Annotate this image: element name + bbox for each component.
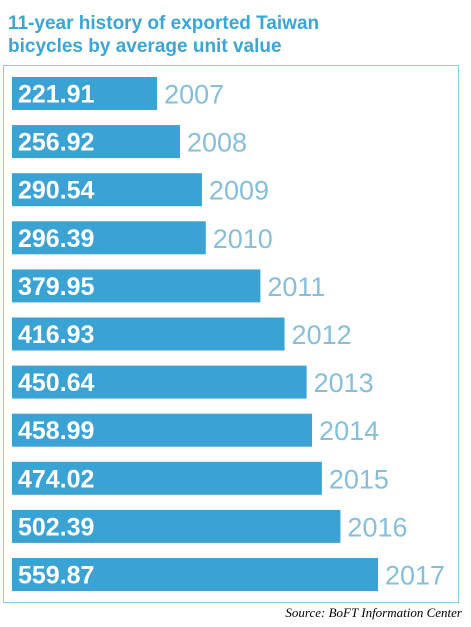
chart-frame xyxy=(3,65,459,603)
category-label: 2007 xyxy=(164,80,224,110)
category-label: 2017 xyxy=(385,561,445,591)
bar-value-label: 256.92 xyxy=(18,129,94,157)
bar-value-label: 221.91 xyxy=(18,81,95,109)
bar-value-label: 296.39 xyxy=(18,225,94,253)
chart-title: 11-year history of exported Taiwan bicyc… xyxy=(8,13,320,57)
bar-value-label: 290.54 xyxy=(18,177,95,205)
bar-2012 xyxy=(12,317,285,351)
bar-value-label: 458.99 xyxy=(18,417,94,445)
category-label: 2010 xyxy=(213,224,273,254)
bar-value-label: 450.64 xyxy=(18,369,95,397)
category-label: 2013 xyxy=(314,368,374,398)
bar-2008 xyxy=(12,125,180,159)
category-label: 2008 xyxy=(187,128,247,158)
category-label: 2014 xyxy=(319,416,379,446)
bar-value-label: 502.39 xyxy=(18,513,94,541)
category-label: 2015 xyxy=(329,464,389,494)
bar-2013 xyxy=(12,365,307,399)
bar-value-label: 416.93 xyxy=(18,321,94,349)
bar-2007 xyxy=(12,77,158,110)
bar-2014 xyxy=(12,413,313,447)
bar-2011 xyxy=(12,269,261,303)
source-note: Source: BoFT Information Center xyxy=(285,605,462,620)
category-label: 2012 xyxy=(292,320,352,350)
bar-value-label: 379.95 xyxy=(18,273,95,301)
bar-value-label: 474.02 xyxy=(18,465,94,493)
bar-2017 xyxy=(12,558,378,591)
category-label: 2009 xyxy=(209,176,269,206)
bar-2016 xyxy=(12,509,341,543)
bar-2010 xyxy=(12,221,206,255)
bar-2015 xyxy=(12,461,322,495)
category-label: 2011 xyxy=(267,272,325,302)
bar-value-label: 559.87 xyxy=(18,562,94,590)
category-label: 2016 xyxy=(347,512,407,542)
bar-2009 xyxy=(12,173,202,207)
